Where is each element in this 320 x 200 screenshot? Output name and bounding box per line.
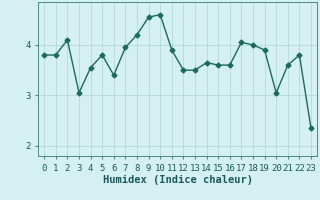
X-axis label: Humidex (Indice chaleur): Humidex (Indice chaleur) xyxy=(103,175,252,185)
